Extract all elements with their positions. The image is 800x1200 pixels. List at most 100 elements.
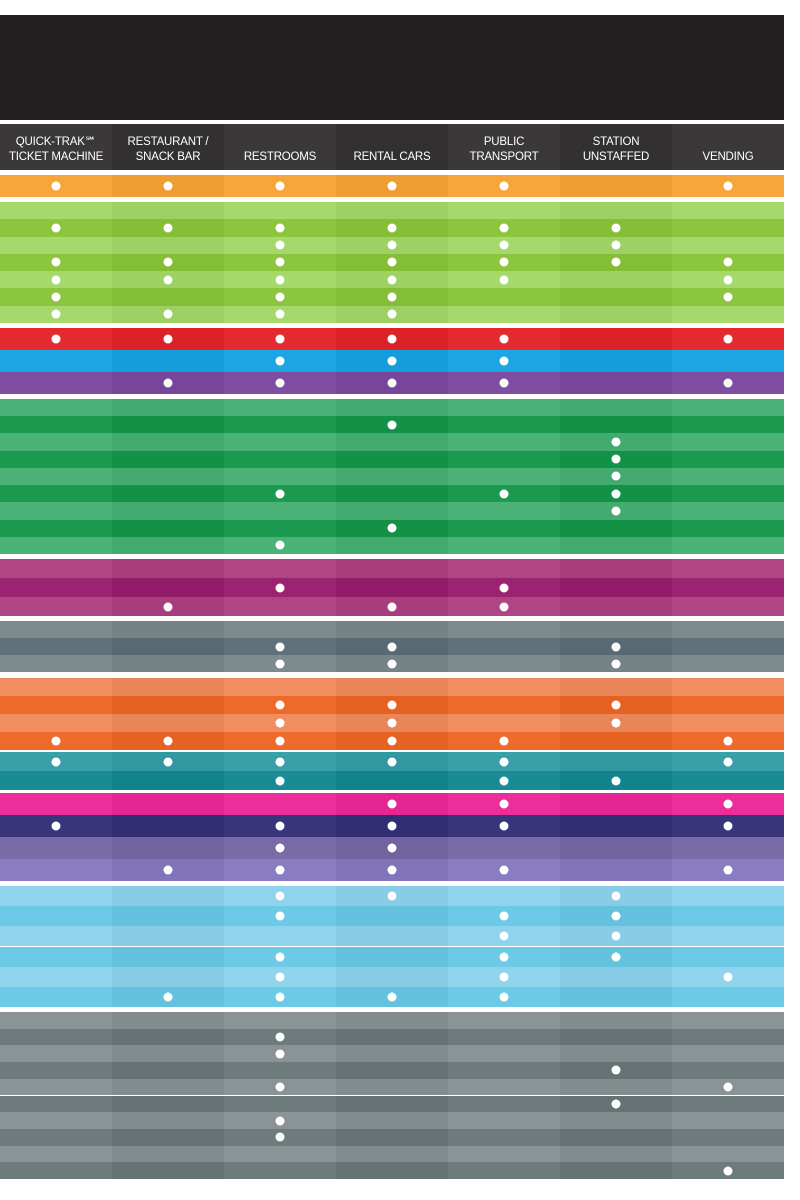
availability-dot <box>387 523 397 533</box>
table-cell <box>0 926 112 947</box>
table-cell <box>336 966 448 987</box>
table-cell <box>112 1078 224 1096</box>
table-cell <box>0 1045 112 1063</box>
availability-dot <box>723 865 733 875</box>
table-cell <box>112 732 224 750</box>
table-cell <box>0 714 112 732</box>
table-cell <box>672 986 784 1007</box>
table-cell <box>448 597 560 616</box>
table-cell <box>336 1095 448 1113</box>
table-cell <box>448 328 560 350</box>
availability-dot <box>499 736 509 746</box>
table-cell <box>448 621 560 638</box>
table-cell <box>224 219 336 237</box>
table-cell <box>672 305 784 323</box>
availability-dot <box>275 309 285 319</box>
table-cell <box>224 793 336 815</box>
table-cell <box>0 638 112 655</box>
table-cell <box>224 350 336 372</box>
table-cell <box>112 288 224 306</box>
availability-dot <box>275 821 285 831</box>
table-cell <box>112 793 224 815</box>
table-cell <box>336 399 448 417</box>
table-cell <box>112 771 224 790</box>
table-cell <box>448 450 560 468</box>
column-header-7: VENDING <box>672 124 784 170</box>
table-cell <box>336 752 448 771</box>
table-cell <box>224 467 336 486</box>
table-cell <box>336 696 448 714</box>
table-cell <box>560 502 672 520</box>
table-cell <box>560 236 672 254</box>
availability-dot <box>387 821 397 831</box>
table-row <box>0 578 784 597</box>
table-row <box>0 236 784 254</box>
table-row <box>0 696 784 714</box>
table-cell <box>224 966 336 987</box>
table-cell <box>0 793 112 815</box>
table-cell <box>672 416 784 434</box>
table-cell <box>112 696 224 714</box>
table-row <box>0 271 784 289</box>
table-cell <box>448 1012 560 1029</box>
availability-dot <box>275 1116 285 1126</box>
availability-dot <box>611 931 621 941</box>
table-cell <box>112 1162 224 1179</box>
table-cell <box>0 219 112 237</box>
table-cell <box>448 372 560 394</box>
availability-dot <box>387 736 397 746</box>
availability-dot <box>275 257 285 267</box>
availability-dot <box>723 1166 733 1176</box>
availability-dot <box>275 583 285 592</box>
table-row <box>0 350 784 372</box>
availability-dot <box>275 356 285 366</box>
availability-dot <box>499 931 509 941</box>
table-cell <box>112 219 224 237</box>
table-cell <box>0 328 112 350</box>
table-cell <box>224 328 336 350</box>
table-cell <box>672 372 784 394</box>
availability-dot <box>275 952 285 962</box>
table-cell <box>0 597 112 616</box>
availability-dot <box>387 257 397 267</box>
table-cell <box>672 815 784 837</box>
table-row <box>0 621 784 638</box>
table-cell <box>336 926 448 947</box>
table-cell <box>0 450 112 468</box>
table-cell <box>672 638 784 655</box>
table-cell <box>448 271 560 289</box>
table-cell <box>560 202 672 220</box>
table-cell <box>336 536 448 554</box>
table-cell <box>224 1062 336 1079</box>
availability-dot <box>611 700 621 710</box>
table-cell <box>336 559 448 578</box>
table-cell <box>224 288 336 306</box>
title-bar <box>0 15 784 120</box>
table-cell <box>112 926 224 947</box>
availability-dot <box>275 181 285 191</box>
availability-dot <box>275 972 285 982</box>
table-cell <box>0 859 112 881</box>
table-cell <box>336 771 448 790</box>
table-cell <box>0 1112 112 1129</box>
table-cell <box>0 732 112 750</box>
table-cell <box>672 328 784 350</box>
availability-dot <box>275 992 285 1002</box>
table-cell <box>112 350 224 372</box>
table-cell <box>672 1012 784 1029</box>
table-cell <box>224 416 336 434</box>
table-cell <box>560 815 672 837</box>
table-cell <box>224 305 336 323</box>
availability-dot <box>275 718 285 728</box>
table-cell <box>448 714 560 732</box>
table-cell <box>448 886 560 907</box>
table-cell <box>112 859 224 881</box>
table-cell <box>448 502 560 520</box>
table-cell <box>672 752 784 771</box>
table-cell <box>224 906 336 927</box>
table-cell <box>112 578 224 597</box>
table-cell <box>112 597 224 616</box>
table-row <box>0 450 784 468</box>
table-cell <box>336 175 448 197</box>
table-cell <box>0 236 112 254</box>
